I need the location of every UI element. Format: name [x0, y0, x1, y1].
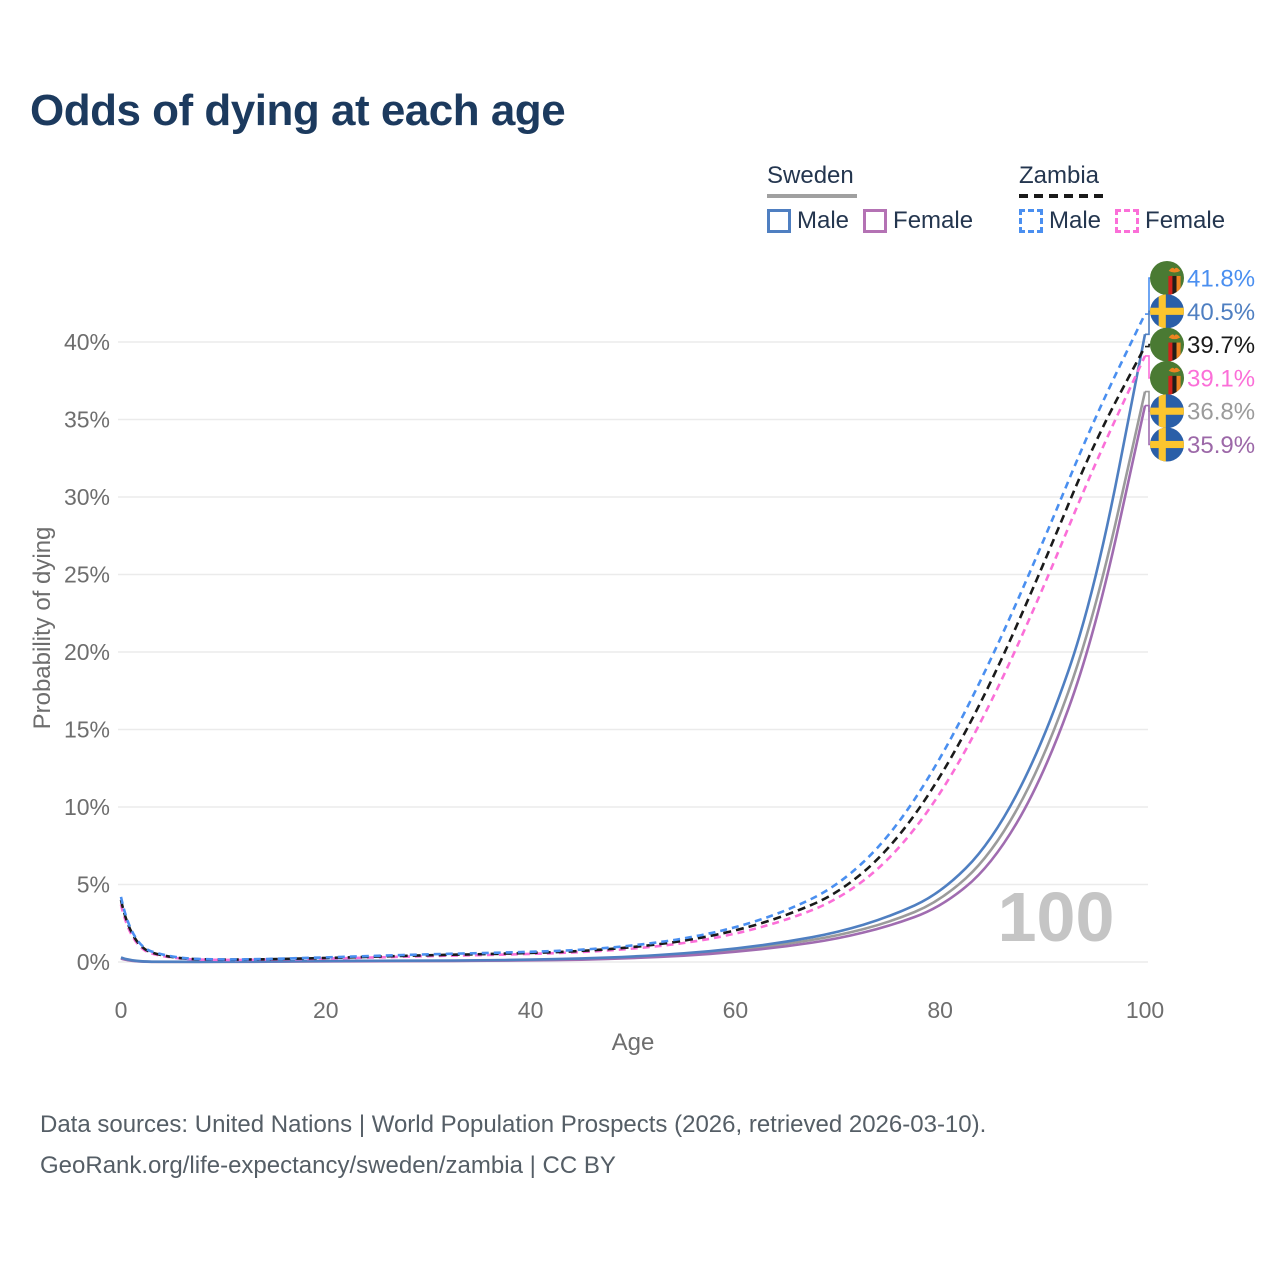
y-tick-label: 0%: [77, 949, 110, 975]
watermark-100: 100: [998, 878, 1115, 956]
legend-title-zambia: Zambia: [1019, 162, 1100, 189]
legend-item-zambia-female[interactable]: Female: [1115, 207, 1225, 235]
footer-attribution: GeoRank.org/life-expectancy/sweden/zambi…: [40, 1152, 616, 1179]
x-tick-label: 80: [927, 997, 953, 1023]
zambia-female-line: [119, 355, 1147, 962]
sweden-female-end-label: 35.9%: [1187, 432, 1255, 459]
sweden-male-line: [120, 334, 1147, 964]
y-tick-label: 10%: [64, 794, 110, 820]
zambia-all-end-label: 39.7%: [1187, 332, 1255, 359]
legend-title-sweden: Sweden: [767, 162, 854, 189]
zambia-male-label-connector: [1145, 277, 1151, 315]
sweden-all-end-label: 36.8%: [1187, 399, 1255, 426]
zambia-female-end-label: 39.1%: [1187, 365, 1255, 392]
sweden-all-line: [120, 391, 1147, 964]
legend-item-label: Male: [797, 207, 850, 234]
zambia-male-swatch-icon: [1019, 209, 1043, 233]
sweden-all-label-connector: [1145, 390, 1151, 412]
y-tick-label: 35%: [64, 407, 110, 433]
y-tick-label: 30%: [64, 484, 110, 510]
x-axis-label: Age: [612, 1029, 655, 1056]
legend-item-zambia-male[interactable]: Male: [1019, 207, 1101, 235]
zambia-dashed-line-key-icon: [1019, 194, 1107, 198]
sweden-solid-line-key-icon: [767, 194, 857, 198]
x-tick-label: 20: [313, 997, 339, 1023]
x-tick-label: 60: [723, 997, 749, 1023]
x-tick-label: 40: [518, 997, 544, 1023]
zambia-flag-icon: [1150, 261, 1184, 295]
zambia-female-label-connector: [1145, 355, 1151, 379]
zambia-flag-icon: [1150, 327, 1184, 362]
x-tick-label: 0: [115, 997, 128, 1023]
legend-item-label: Male: [1049, 207, 1102, 234]
sweden-flag-icon: [1150, 427, 1184, 462]
sweden-flag-icon: [1150, 394, 1184, 429]
x-tick-label: 100: [1126, 997, 1164, 1023]
legend-group-zambia: Zambia Male Female: [1019, 162, 1225, 235]
footer-data-sources: Data sources: United Nations | World Pop…: [40, 1111, 987, 1138]
y-tick-label: 40%: [64, 329, 110, 355]
y-tick-label: 25%: [64, 562, 110, 588]
page-title: Odds of dying at each age: [30, 86, 566, 135]
legend-item-sweden-female[interactable]: Female: [863, 207, 973, 235]
legend-item-label: Female: [1145, 207, 1226, 234]
y-tick-label: 15%: [64, 717, 110, 743]
footer: Data sources: United Nations | World Pop…: [40, 1104, 986, 1186]
zambia-male-end-label: 41.8%: [1187, 266, 1255, 293]
zambia-all-line: [119, 345, 1147, 961]
sweden-male-swatch-icon: [767, 209, 791, 233]
sweden-male-end-label: 40.5%: [1187, 299, 1255, 326]
zambia-flag-icon: [1150, 360, 1184, 395]
legend-item-sweden-male[interactable]: Male: [767, 207, 849, 235]
sweden-flag-icon: [1150, 294, 1184, 329]
zambia-male-line: [119, 313, 1147, 961]
sweden-female-swatch-icon: [863, 209, 888, 233]
legend-item-label: Female: [893, 207, 974, 234]
y-tick-label: 5%: [77, 872, 110, 898]
sweden-female-line: [120, 405, 1147, 964]
y-axis-label: Probability of dying: [29, 527, 56, 730]
zambia-female-swatch-icon: [1115, 209, 1140, 233]
legend-group-sweden: Sweden Male Female: [767, 162, 973, 235]
y-tick-label: 20%: [64, 639, 110, 665]
